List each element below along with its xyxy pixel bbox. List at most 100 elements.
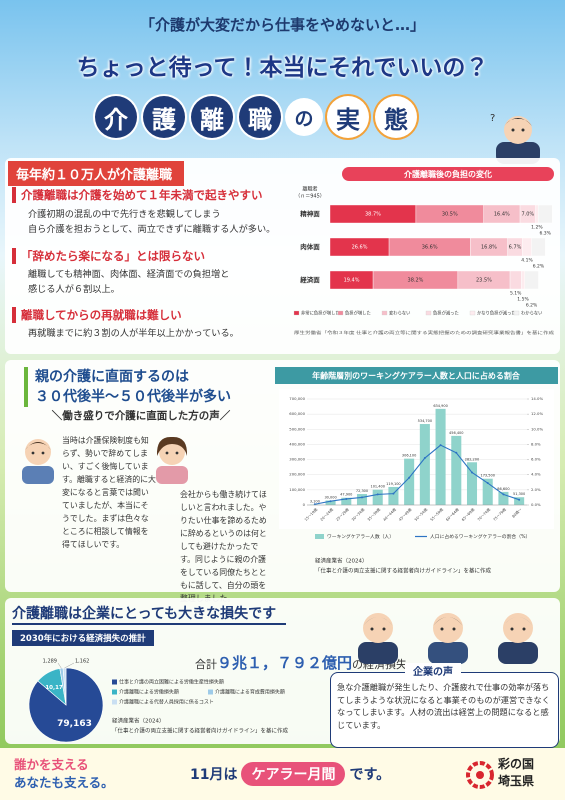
source: 経済産業省（2024） (315, 557, 368, 565)
legend-label: 負担が減った (433, 310, 459, 317)
line-point (423, 457, 426, 460)
y-tick-label: 100,000 (289, 487, 305, 492)
line-point (439, 444, 442, 447)
legend-swatch (293, 310, 300, 316)
headline: ちょっと待って！本当にそれでいいの？ (76, 55, 489, 81)
legend-label: わからない (521, 310, 542, 317)
legend-swatch (112, 689, 117, 695)
legend-label: かなり負担が減った (477, 310, 516, 317)
data-label: 634,900 (433, 404, 447, 408)
y2-tick-label: 4.0% (531, 472, 541, 477)
line-point (361, 496, 363, 499)
illustration (22, 439, 54, 484)
y-tick-label: 0 (303, 502, 306, 507)
bar (388, 486, 399, 505)
bar (419, 424, 430, 505)
month-text: 11月は (190, 767, 238, 783)
month-text: です。 (349, 767, 391, 783)
point-title: 「辞めたら楽になる」とは限らない (12, 248, 205, 264)
month-pill: ケアラー月間 (241, 762, 346, 786)
leader-line (57, 662, 62, 669)
chart-title: 介護離職後の負担の変化 (403, 169, 492, 179)
y-tick-label: 200,000 (289, 472, 305, 477)
data-label: 30,000 (324, 495, 336, 499)
y2-tick-label: 12.0% (531, 411, 543, 416)
chart: 79,163 10,178 1,289 1,162 仕事と介護の両立困難による労働生産性… (28, 659, 289, 743)
heading-line: 親の介護に直面するのは (35, 369, 189, 385)
logo: 彩の国 埼玉県 (498, 756, 534, 790)
point-text: 再就職までに約３割の人が半年以上かかっている。 (28, 326, 239, 341)
bar-segment (538, 204, 553, 224)
chart: 年齢階層別のワーキングケアラー人数と人口に占める割合 0 100,000 200,00… (275, 367, 558, 575)
data-label: 456,400 (449, 431, 463, 435)
data-label: 5.1% (510, 291, 522, 297)
y2-tick-label: 0.0% (531, 502, 541, 507)
data-label: 30.5% (442, 212, 458, 218)
category-label: 肉体面 (300, 242, 320, 251)
title-char: 離 (191, 96, 233, 138)
slogan-line: 誰かを支える (14, 757, 89, 772)
group-label: 離職者 (302, 186, 317, 193)
bar-segment (524, 270, 539, 290)
y2-tick-label: 10.0% (531, 426, 543, 431)
bar (451, 435, 462, 505)
legend-swatch (315, 534, 324, 539)
data-label: 16.8% (481, 245, 497, 251)
legend-swatch (469, 310, 476, 316)
bar (514, 497, 525, 505)
point-title: 離職してからの再就職は難しい (12, 307, 182, 323)
point-text: 介護初期の混乱の中で先行きを悲観してしまう 自ら介護を担おうとして、両立できずに離… (28, 207, 275, 237)
slogan: 誰かを支える あなたも支える。 (14, 756, 114, 792)
voice-heading: 企業の声 (405, 663, 461, 678)
line-point (518, 498, 521, 501)
voices-heading: ＼働き盛りで介護に直面した方の声／ (51, 410, 231, 422)
bar (435, 408, 446, 505)
y-tick-label: 400,000 (289, 441, 305, 446)
legend-label: 仕事と介護の両立困難による労働生産性損失額 (119, 679, 224, 686)
bar (466, 462, 478, 505)
legend-swatch (208, 689, 213, 695)
line-point (392, 492, 395, 495)
bar (341, 497, 352, 505)
line-point (313, 503, 316, 506)
illustration: ? (490, 113, 540, 164)
data-label: 36.6% (422, 245, 438, 251)
legend-swatch (381, 310, 388, 316)
y-tick-label: 600,000 (289, 411, 305, 416)
data-label: 79,163 (57, 719, 92, 729)
voice-text: 当時は介護保険制度も知らず、勢いで辞めてしまい、すごく後悔しています。離職すると… (62, 436, 156, 549)
chart-title: 年齢階層別のワーキングケアラー人数と人口に占める割合 (312, 371, 521, 381)
legend-label: 介護離職による育成費用損失額 (215, 689, 285, 696)
total-amount: ９兆１，７９２億円 (217, 654, 353, 672)
legend-swatch (513, 310, 520, 316)
bar-segment (531, 237, 546, 257)
bar-segment (535, 204, 539, 224)
section-subheading: 2030年における経済損失の推計 (12, 630, 154, 646)
y-tick-label: 500,000 (289, 426, 305, 431)
title-char: 職 (239, 96, 281, 138)
title-char: の (287, 100, 321, 134)
legend-swatch (425, 310, 432, 316)
point-text: 離職しても精神面、肉体面、経済面での負担増と 感じる人が６割以上。 (28, 267, 229, 297)
section-heading: 毎年約１０万人が介護離職 (8, 161, 185, 186)
legend-swatch (337, 310, 344, 316)
data-label: 3,100 (310, 500, 320, 504)
heading-line: ３０代後半～５０代後半が多い (35, 389, 231, 405)
data-label: 23.5% (476, 278, 492, 284)
group-label: （ｎ＝945） (295, 194, 325, 200)
category-label: 精神面 (300, 209, 320, 218)
bar (404, 458, 415, 505)
data-label: 101,400 (370, 485, 384, 489)
point-title: 介護離職は介護を始めて１年未満で起きやすい (12, 187, 263, 203)
legend-swatch (112, 679, 117, 685)
y-tick-label: 700,000 (289, 396, 305, 401)
data-label: 38.7% (365, 212, 381, 218)
title-pill (342, 167, 554, 181)
bar-segment (522, 237, 532, 257)
title-char: 実 (327, 96, 369, 138)
data-label: 1.2% (531, 225, 543, 231)
data-label: 86,600 (497, 487, 509, 491)
title-char: 護 (143, 96, 185, 138)
voice-text: 急な介護離職が発生したり、介護疲れで仕事の効率が落ちてしまうような状況になると事… (337, 682, 550, 730)
text-line: 自ら介護を担おうとして、両立できずに離職する人が多い。 (28, 224, 276, 235)
